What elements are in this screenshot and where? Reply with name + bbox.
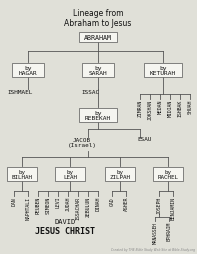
FancyBboxPatch shape [153, 167, 183, 181]
FancyBboxPatch shape [79, 108, 117, 122]
Text: DAN: DAN [11, 196, 17, 205]
FancyBboxPatch shape [7, 167, 37, 181]
Text: JACOB
(Israel): JACOB (Israel) [68, 137, 97, 148]
Text: ESAU: ESAU [138, 137, 152, 142]
Text: GAD: GAD [110, 196, 114, 205]
Text: ISHMAEL: ISHMAEL [7, 90, 33, 95]
Text: by
KETURAH: by KETURAH [150, 65, 176, 76]
Text: MIDIAN: MIDIAN [167, 100, 173, 117]
Text: ZIMRAN: ZIMRAN [138, 100, 142, 117]
Text: REUBEN: REUBEN [35, 196, 41, 213]
Text: Created by THE Bible Study Web Site at Bible-Study.org: Created by THE Bible Study Web Site at B… [111, 247, 195, 251]
Text: by
LEAH: by LEAH [63, 169, 77, 180]
Text: ISSAC: ISSAC [81, 90, 99, 95]
Text: NAPHTALI: NAPHTALI [25, 196, 31, 219]
Text: MANASSEH: MANASSEH [152, 221, 157, 243]
Text: DINAH: DINAH [96, 196, 100, 211]
FancyBboxPatch shape [79, 33, 117, 43]
Text: JOSEPH: JOSEPH [156, 196, 162, 213]
Text: DAVID: DAVID [54, 218, 76, 224]
Text: ISHBAK: ISHBAK [177, 100, 182, 117]
Text: SIMEON: SIMEON [46, 196, 50, 213]
Text: by
HAGAR: by HAGAR [19, 65, 37, 76]
FancyBboxPatch shape [144, 64, 182, 78]
FancyBboxPatch shape [82, 64, 114, 78]
Text: BENJAMIN: BENJAMIN [170, 196, 176, 219]
Text: ZEBULUN: ZEBULUN [85, 196, 90, 216]
Text: ISSACHAR: ISSACHAR [75, 196, 81, 219]
Text: by
RACHEL: by RACHEL [157, 169, 178, 180]
Text: LEVI: LEVI [56, 196, 60, 208]
Text: by
REBEKAH: by REBEKAH [85, 110, 111, 121]
Text: by
ZILPAH: by ZILPAH [110, 169, 130, 180]
Text: JESUS CHRIST: JESUS CHRIST [35, 227, 95, 235]
Text: by
BILHAH: by BILHAH [11, 169, 33, 180]
FancyBboxPatch shape [12, 64, 44, 78]
Text: by
SARAH: by SARAH [89, 65, 107, 76]
Text: JUDAH: JUDAH [65, 196, 71, 211]
FancyBboxPatch shape [55, 167, 85, 181]
Text: SHUAH: SHUAH [188, 100, 192, 114]
Text: ASHER: ASHER [124, 196, 128, 211]
Text: JOKSHAN: JOKSHAN [148, 100, 152, 120]
Text: ABRAHAM: ABRAHAM [84, 35, 112, 41]
FancyBboxPatch shape [105, 167, 135, 181]
Text: Lineage from
Abraham to Jesus: Lineage from Abraham to Jesus [64, 9, 132, 28]
Text: EPHRAIM: EPHRAIM [166, 221, 172, 240]
Text: MEDAN: MEDAN [157, 100, 163, 114]
